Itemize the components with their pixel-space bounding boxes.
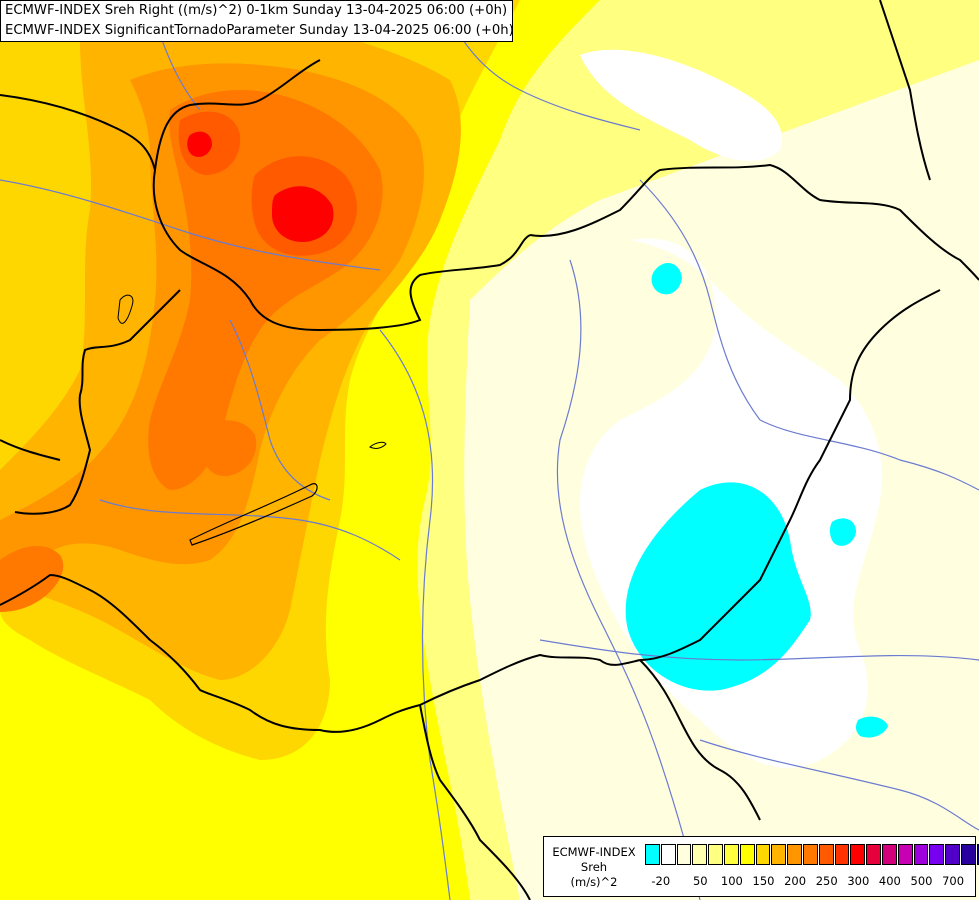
river-6 xyxy=(759,419,979,491)
contour-white-north xyxy=(580,49,782,161)
border-west xyxy=(14,289,181,515)
title-line-sreh: ECMWF-INDEX Sreh Right ((m/s)^2) 0-1km S… xyxy=(5,3,508,18)
legend-tick-label: 700 xyxy=(942,874,965,888)
contour-orange-dark-south xyxy=(0,545,64,612)
legend-tick-label: 150 xyxy=(752,874,775,888)
legend-swatch xyxy=(929,844,945,865)
legend-swatch xyxy=(960,844,976,865)
river-1 xyxy=(0,179,381,271)
contour-red-core-small xyxy=(187,131,212,157)
legend-swatch xyxy=(834,844,850,865)
river-3 xyxy=(99,499,401,561)
legend-title-line-2: Sreh xyxy=(580,860,608,874)
contour-orange-dark-mid xyxy=(199,420,257,477)
legend-title-line-3: (m/s)^2 xyxy=(570,875,618,889)
legend-swatches xyxy=(645,844,979,865)
legend-swatch xyxy=(676,844,692,865)
legend-tick-label: -20 xyxy=(651,874,671,888)
contour-cyan-main xyxy=(625,482,811,691)
legend-swatch xyxy=(850,844,866,865)
border-south xyxy=(0,573,641,733)
lake-balaton xyxy=(189,483,318,546)
legend-swatch xyxy=(723,844,739,865)
legend-swatch xyxy=(945,844,960,865)
lake-small-2 xyxy=(117,294,134,324)
river-2 xyxy=(379,329,451,900)
river-4 xyxy=(556,259,701,900)
river-8 xyxy=(699,739,979,831)
legend-tick-label: 500 xyxy=(910,874,933,888)
legend-swatch xyxy=(802,844,818,865)
legend-tick-label: 50 xyxy=(692,874,708,888)
legend-swatch xyxy=(866,844,881,865)
contour-red-core xyxy=(272,186,334,243)
legend-title: ECMWF-INDEX Sreh (m/s)^2 xyxy=(544,845,644,890)
legend-swatch xyxy=(708,844,723,865)
legend-swatch xyxy=(818,844,834,865)
legend-tick-label: 300 xyxy=(847,874,870,888)
border-south-croatia xyxy=(419,704,531,900)
lake-small-1 xyxy=(369,441,387,449)
legend-swatch xyxy=(881,844,897,865)
legend-title-line-1: ECMWF-INDEX xyxy=(552,845,636,859)
legend-swatch xyxy=(787,844,802,865)
legend-swatch xyxy=(976,844,979,865)
border-north-slovakia xyxy=(154,59,321,171)
legend-tick-label: 100 xyxy=(720,874,743,888)
river-5 xyxy=(639,179,761,421)
legend-tick-label: 200 xyxy=(784,874,807,888)
legend-swatch xyxy=(692,844,708,865)
contour-cyan-small-2 xyxy=(829,518,856,546)
legend-swatch xyxy=(897,844,913,865)
river-7 xyxy=(539,639,979,661)
legend-ticks: -20 50 100 150 200 250 300 400 500 700 xyxy=(642,874,972,890)
color-legend: ECMWF-INDEX Sreh (m/s)^2 -20 50 100 150 200 2… xyxy=(543,836,979,897)
legend-swatch xyxy=(913,844,929,865)
border-east-romania xyxy=(639,289,941,661)
legend-swatch xyxy=(739,844,755,865)
border-north-west xyxy=(0,94,531,332)
map-title-box: ECMWF-INDEX Sreh Right ((m/s)^2) 0-1km S… xyxy=(0,0,514,42)
border-nw xyxy=(0,439,61,461)
contour-cyan-small-3 xyxy=(855,716,888,738)
border-south-serbia xyxy=(639,659,761,821)
contour-cyan-small-1 xyxy=(651,263,682,295)
river-9 xyxy=(229,319,331,501)
legend-swatch xyxy=(755,844,771,865)
legend-tick-label: 400 xyxy=(878,874,901,888)
border-ne-ukraine xyxy=(879,0,931,181)
legend-swatch xyxy=(771,844,787,865)
title-line-stp: ECMWF-INDEX SignificantTornadoParameter … xyxy=(5,23,514,38)
legend-swatch xyxy=(660,844,676,865)
legend-tick-label: 250 xyxy=(815,874,838,888)
border-north-east xyxy=(529,163,979,281)
legend-swatch xyxy=(645,844,660,865)
